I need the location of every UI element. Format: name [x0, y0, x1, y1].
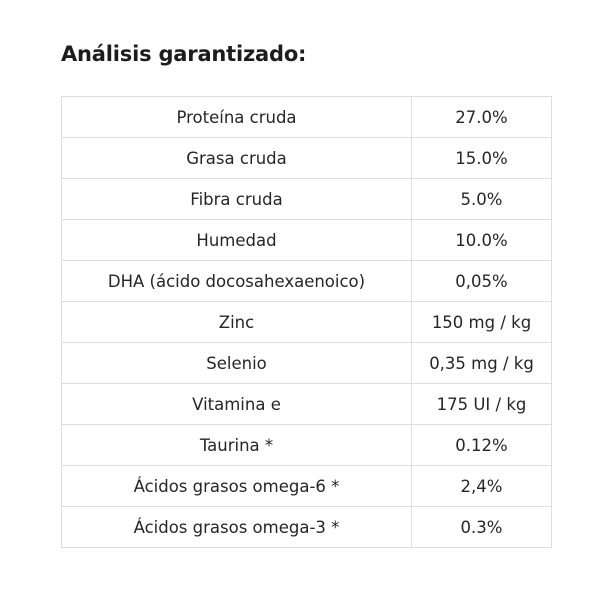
guaranteed-analysis-table: Proteína cruda 27.0% Grasa cruda 15.0% F… [61, 96, 552, 548]
nutrient-name: Ácidos grasos omega-6 * [61, 465, 412, 507]
nutrient-name: Humedad [61, 219, 412, 261]
table-row: Ácidos grasos omega-6 * 2,4% [61, 465, 552, 507]
nutrient-value: 15.0% [411, 137, 552, 179]
table-row: Proteína cruda 27.0% [61, 96, 552, 138]
nutrient-name: Taurina * [61, 424, 412, 466]
section-title: Análisis garantizado: [61, 42, 307, 66]
table-row: Selenio 0,35 mg / kg [61, 342, 552, 384]
nutrient-name: Ácidos grasos omega-3 * [61, 506, 412, 548]
nutrient-value: 0,05% [411, 260, 552, 302]
nutrient-name: Selenio [61, 342, 412, 384]
nutrient-value: 0.12% [411, 424, 552, 466]
nutrient-value: 5.0% [411, 178, 552, 220]
nutrient-name: Proteína cruda [61, 96, 412, 138]
nutrient-value: 175 UI / kg [411, 383, 552, 425]
table-row: Zinc 150 mg / kg [61, 301, 552, 343]
table-row: Grasa cruda 15.0% [61, 137, 552, 179]
nutrient-value: 2,4% [411, 465, 552, 507]
nutrient-value: 0,35 mg / kg [411, 342, 552, 384]
table-row: Ácidos grasos omega-3 * 0.3% [61, 506, 552, 548]
nutrient-value: 0.3% [411, 506, 552, 548]
table-row: Taurina * 0.12% [61, 424, 552, 466]
nutrient-name: Vitamina e [61, 383, 412, 425]
nutrient-value: 27.0% [411, 96, 552, 138]
nutrient-name: DHA (ácido docosahexaenoico) [61, 260, 412, 302]
nutrient-value: 10.0% [411, 219, 552, 261]
table-row: Fibra cruda 5.0% [61, 178, 552, 220]
table-row: Humedad 10.0% [61, 219, 552, 261]
nutrient-name: Fibra cruda [61, 178, 412, 220]
nutrient-name: Zinc [61, 301, 412, 343]
nutrient-name: Grasa cruda [61, 137, 412, 179]
nutrient-value: 150 mg / kg [411, 301, 552, 343]
table-row: DHA (ácido docosahexaenoico) 0,05% [61, 260, 552, 302]
table-row: Vitamina e 175 UI / kg [61, 383, 552, 425]
